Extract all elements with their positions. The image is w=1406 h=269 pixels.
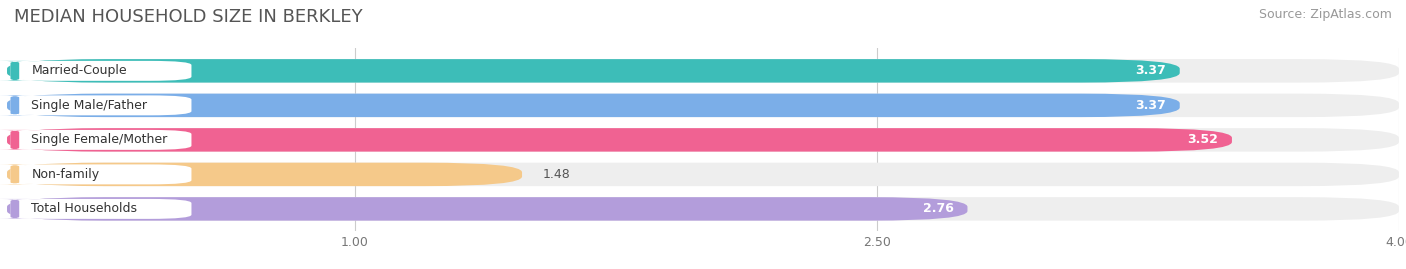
Text: Source: ZipAtlas.com: Source: ZipAtlas.com [1258, 8, 1392, 21]
Text: Total Households: Total Households [31, 202, 138, 215]
FancyBboxPatch shape [10, 164, 191, 184]
FancyBboxPatch shape [7, 59, 1399, 83]
FancyBboxPatch shape [0, 61, 31, 81]
FancyBboxPatch shape [10, 61, 191, 81]
FancyBboxPatch shape [7, 128, 1399, 152]
FancyBboxPatch shape [7, 94, 1399, 117]
FancyBboxPatch shape [10, 130, 191, 150]
Text: 3.37: 3.37 [1135, 64, 1166, 77]
FancyBboxPatch shape [7, 197, 1399, 221]
FancyBboxPatch shape [10, 95, 191, 115]
Text: Married-Couple: Married-Couple [31, 64, 127, 77]
FancyBboxPatch shape [10, 199, 191, 219]
FancyBboxPatch shape [7, 59, 1180, 83]
FancyBboxPatch shape [0, 199, 31, 219]
FancyBboxPatch shape [7, 163, 1399, 186]
Text: 3.37: 3.37 [1135, 99, 1166, 112]
FancyBboxPatch shape [7, 163, 522, 186]
FancyBboxPatch shape [0, 130, 31, 150]
FancyBboxPatch shape [7, 128, 1232, 152]
FancyBboxPatch shape [0, 164, 31, 184]
Text: 1.48: 1.48 [543, 168, 571, 181]
Text: MEDIAN HOUSEHOLD SIZE IN BERKLEY: MEDIAN HOUSEHOLD SIZE IN BERKLEY [14, 8, 363, 26]
Text: Non-family: Non-family [31, 168, 100, 181]
FancyBboxPatch shape [0, 95, 31, 115]
FancyBboxPatch shape [7, 197, 967, 221]
Text: 2.76: 2.76 [922, 202, 953, 215]
Text: 3.52: 3.52 [1187, 133, 1218, 146]
Text: Single Male/Father: Single Male/Father [31, 99, 148, 112]
Text: Single Female/Mother: Single Female/Mother [31, 133, 167, 146]
FancyBboxPatch shape [7, 94, 1180, 117]
